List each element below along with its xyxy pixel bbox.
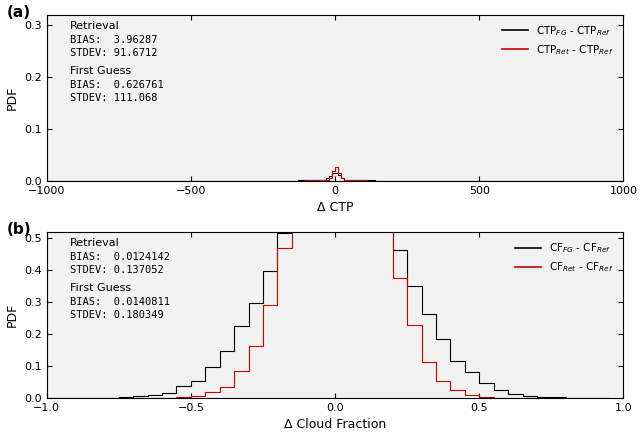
Text: (b): (b) xyxy=(6,222,31,237)
Legend: CTP$_{FG}$ - CTP$_{Ref}$, CTP$_{Ret}$ - CTP$_{Ref}$: CTP$_{FG}$ - CTP$_{Ref}$, CTP$_{Ret}$ - … xyxy=(498,20,618,61)
Text: BIAS:  3.96287: BIAS: 3.96287 xyxy=(70,35,158,45)
Text: BIAS:  0.626761: BIAS: 0.626761 xyxy=(70,80,163,90)
Text: STDEV: 111.068: STDEV: 111.068 xyxy=(70,93,158,103)
Text: BIAS:  0.0124142: BIAS: 0.0124142 xyxy=(70,252,170,262)
Text: First Guess: First Guess xyxy=(70,283,131,293)
X-axis label: Δ Cloud Fraction: Δ Cloud Fraction xyxy=(284,419,386,431)
Text: Retrieval: Retrieval xyxy=(70,21,120,31)
Text: STDEV: 0.137052: STDEV: 0.137052 xyxy=(70,265,163,275)
Text: Retrieval: Retrieval xyxy=(70,239,120,249)
X-axis label: Δ CTP: Δ CTP xyxy=(317,201,354,214)
Text: First Guess: First Guess xyxy=(70,66,131,76)
Legend: CF$_{FG}$ - CF$_{Ref}$, CF$_{Ret}$ - CF$_{Ref}$: CF$_{FG}$ - CF$_{Ref}$, CF$_{Ret}$ - CF$… xyxy=(511,237,618,278)
Text: (a): (a) xyxy=(6,5,30,20)
Y-axis label: PDF: PDF xyxy=(6,303,19,327)
Text: STDEV: 0.180349: STDEV: 0.180349 xyxy=(70,310,163,320)
Text: BIAS:  0.0140811: BIAS: 0.0140811 xyxy=(70,297,170,307)
Text: STDEV: 91.6712: STDEV: 91.6712 xyxy=(70,48,158,58)
Y-axis label: PDF: PDF xyxy=(6,86,19,110)
